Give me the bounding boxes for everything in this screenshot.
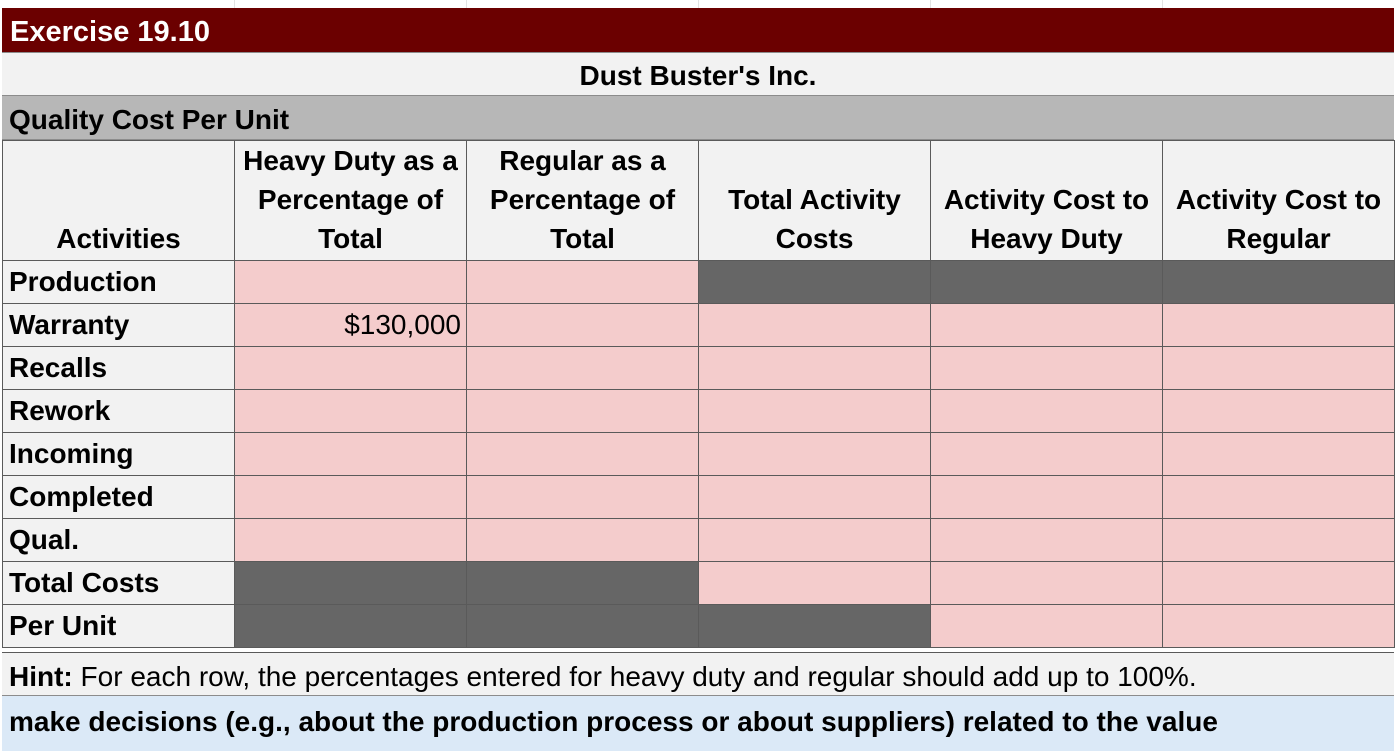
input-cell[interactable] <box>1162 604 1395 648</box>
header-activities: Activities <box>2 140 235 261</box>
company-name: Dust Buster's Inc. <box>2 52 1394 96</box>
input-cell[interactable] <box>698 518 931 562</box>
bottom-text: make decisions (e.g., about the producti… <box>2 696 1394 751</box>
input-cell[interactable] <box>698 303 931 347</box>
hint-body: For each row, the percentages entered fo… <box>72 661 1197 692</box>
input-cell[interactable] <box>466 303 699 347</box>
hint-label: Hint: <box>9 661 73 692</box>
input-cell[interactable] <box>234 260 467 304</box>
per-unit-row: Per Unit <box>2 604 1395 648</box>
column-header-strip <box>0 0 1396 8</box>
section-title: Quality Cost Per Unit <box>2 96 1394 140</box>
input-cell[interactable] <box>698 475 931 519</box>
input-cell[interactable] <box>930 518 1163 562</box>
input-cell[interactable] <box>930 604 1163 648</box>
row-label-qual: Qual. <box>2 518 235 562</box>
table-row: Warranty $130,000 <box>2 303 1395 347</box>
blocked-cell <box>234 561 467 605</box>
row-label-production: Production <box>2 260 235 304</box>
input-cell[interactable] <box>466 346 699 390</box>
input-cell[interactable] <box>466 389 699 433</box>
input-cell[interactable] <box>466 260 699 304</box>
input-cell[interactable] <box>698 432 931 476</box>
header-total-activity-costs: Total Activity Costs <box>698 140 931 261</box>
input-cell[interactable] <box>234 518 467 562</box>
input-cell[interactable] <box>1162 303 1395 347</box>
blocked-cell <box>466 561 699 605</box>
table-row: Completed <box>2 475 1395 519</box>
header-row: Activities Heavy Duty as a Percentage of… <box>2 140 1395 261</box>
input-cell[interactable] <box>1162 346 1395 390</box>
input-cell[interactable] <box>234 432 467 476</box>
header-regular-pct: Regular as a Percentage of Total <box>466 140 699 261</box>
blocked-cell <box>698 604 931 648</box>
input-cell[interactable] <box>466 518 699 562</box>
header-cost-heavy: Activity Cost to Heavy Duty <box>930 140 1163 261</box>
input-cell[interactable] <box>698 346 931 390</box>
total-costs-row: Total Costs <box>2 561 1395 605</box>
input-cell[interactable] <box>698 561 931 605</box>
quality-cost-table: Activities Heavy Duty as a Percentage of… <box>2 140 1395 648</box>
row-label-incoming: Incoming <box>2 432 235 476</box>
input-cell[interactable] <box>466 432 699 476</box>
row-label-total-costs: Total Costs <box>2 561 235 605</box>
row-label-warranty: Warranty <box>2 303 235 347</box>
input-cell[interactable] <box>466 475 699 519</box>
input-cell[interactable] <box>698 389 931 433</box>
table-row: Qual. <box>2 518 1395 562</box>
input-cell[interactable] <box>1162 561 1395 605</box>
hint-text: Hint: For each row, the percentages ente… <box>2 652 1394 696</box>
input-cell[interactable]: $130,000 <box>234 303 467 347</box>
row-label-per-unit: Per Unit <box>2 604 235 648</box>
table-row: Rework <box>2 389 1395 433</box>
input-cell[interactable] <box>1162 475 1395 519</box>
input-cell[interactable] <box>1162 518 1395 562</box>
blocked-cell <box>930 260 1163 304</box>
table-row: Recalls <box>2 346 1395 390</box>
input-cell[interactable] <box>930 561 1163 605</box>
header-cost-regular: Activity Cost to Regular <box>1162 140 1395 261</box>
blocked-cell <box>1162 260 1395 304</box>
input-cell[interactable] <box>930 389 1163 433</box>
table-row: Incoming <box>2 432 1395 476</box>
table-row: Production <box>2 260 1395 304</box>
input-cell[interactable] <box>234 346 467 390</box>
blocked-cell <box>698 260 931 304</box>
input-cell[interactable] <box>930 432 1163 476</box>
row-label-recalls: Recalls <box>2 346 235 390</box>
input-cell[interactable] <box>234 475 467 519</box>
input-cell[interactable] <box>930 475 1163 519</box>
input-cell[interactable] <box>1162 389 1395 433</box>
input-cell[interactable] <box>930 346 1163 390</box>
row-label-completed: Completed <box>2 475 235 519</box>
header-heavy-pct: Heavy Duty as a Percentage of Total <box>234 140 467 261</box>
input-cell[interactable] <box>234 389 467 433</box>
blocked-cell <box>466 604 699 648</box>
input-cell[interactable] <box>930 303 1163 347</box>
blocked-cell <box>234 604 467 648</box>
input-cell[interactable] <box>1162 432 1395 476</box>
row-label-rework: Rework <box>2 389 235 433</box>
exercise-title: Exercise 19.10 <box>2 8 1394 52</box>
